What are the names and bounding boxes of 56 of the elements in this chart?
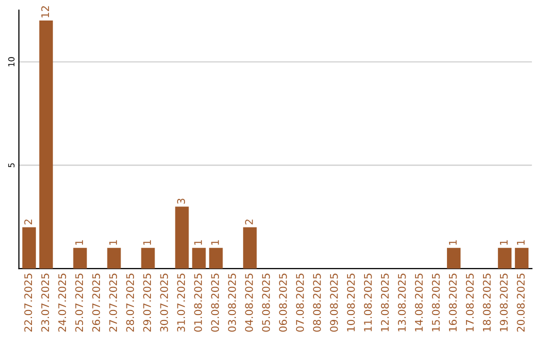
x-tick-label: 03.08.2025 (228, 274, 236, 332)
x-tick-label: 08.08.2025 (313, 274, 321, 332)
bar (39, 20, 53, 269)
bar (175, 206, 189, 269)
x-tick-label: 11.08.2025 (364, 274, 372, 332)
bar (141, 248, 155, 269)
x-tick-label: 22.07.2025 (24, 274, 32, 332)
x-tick-label: 16.08.2025 (448, 274, 457, 332)
data-label: 1 (75, 240, 83, 245)
x-tick-label: 05.08.2025 (262, 274, 270, 332)
y-tick-label: 5 (8, 163, 15, 168)
x-tick-label: 04.08.2025 (245, 274, 253, 332)
x-tick-label: 02.08.2025 (211, 274, 219, 332)
x-tick-label: 28.07.2025 (126, 274, 134, 332)
y-tick-label: 10 (8, 57, 15, 66)
bar (192, 248, 206, 269)
data-label: 12 (41, 6, 49, 18)
x-tick-label: 10.08.2025 (346, 274, 355, 332)
x-tick-label: 23.07.2025 (41, 274, 50, 332)
x-tick-label: 15.08.2025 (432, 274, 440, 332)
x-tick-label: 20.08.2025 (516, 274, 525, 332)
x-tick-label: 07.08.2025 (296, 274, 304, 332)
bar (73, 248, 87, 269)
bar (22, 227, 36, 269)
x-tick-label: 09.08.2025 (330, 274, 338, 332)
data-label: 3 (177, 198, 185, 204)
x-tick-label: 13.08.2025 (398, 274, 406, 332)
data-label: 1 (449, 240, 457, 245)
x-tick-label: 27.07.2025 (109, 274, 118, 332)
x-tick-label: 31.07.2025 (177, 274, 185, 332)
data-label: 1 (109, 240, 117, 245)
data-label: 1 (143, 240, 151, 245)
x-tick-label: 17.08.2025 (466, 274, 474, 332)
x-tick-label: 30.07.2025 (160, 274, 168, 332)
x-tick-label: 24.07.2025 (58, 274, 66, 332)
bar (107, 248, 121, 269)
data-label: 2 (245, 220, 253, 224)
data-label: 1 (211, 240, 219, 245)
data-label: 1 (500, 240, 508, 245)
x-tick-label: 06.08.2025 (279, 274, 287, 332)
bar (498, 248, 512, 269)
x-tick-label: 19.08.2025 (500, 274, 508, 332)
x-tick-label: 12.08.2025 (380, 274, 389, 332)
bar (514, 248, 529, 269)
x-tick-label: 29.07.2025 (143, 274, 152, 332)
data-label: 2 (24, 220, 32, 224)
data-label: 1 (516, 240, 525, 245)
x-tick-label: 14.08.2025 (414, 274, 423, 332)
bar (209, 248, 223, 269)
x-tick-label: 25.07.2025 (75, 274, 84, 332)
data-label: 1 (194, 240, 202, 245)
bar (446, 248, 461, 269)
bar (243, 227, 257, 269)
x-tick-label: 26.07.2025 (92, 274, 100, 332)
x-tick-label: 01.08.2025 (194, 274, 202, 332)
x-tick-label: 18.08.2025 (482, 274, 491, 332)
